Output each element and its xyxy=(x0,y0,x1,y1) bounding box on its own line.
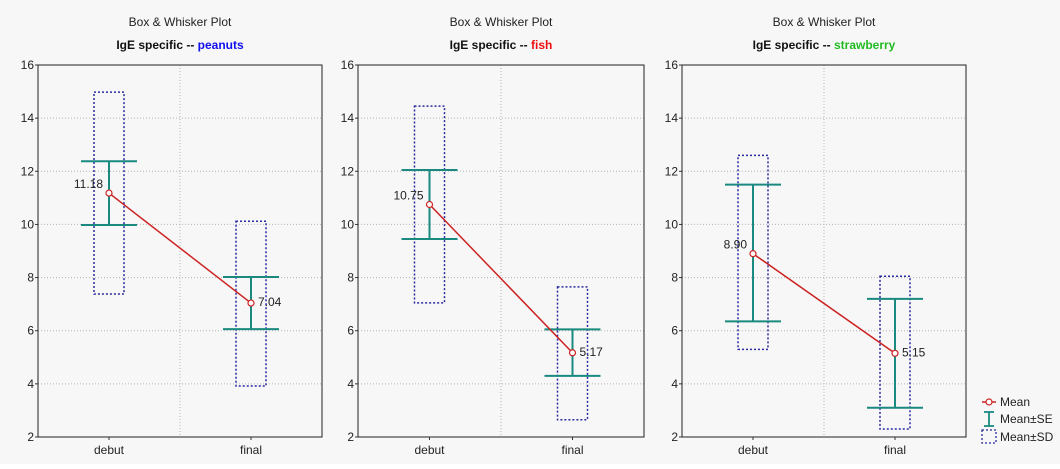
sd-box-final xyxy=(879,275,911,430)
y-tick-label: 10 xyxy=(665,217,679,231)
legend-sd-box xyxy=(981,429,997,444)
mean-label-debut: 8.90 xyxy=(724,238,748,252)
y-tick-label: 2 xyxy=(27,430,34,444)
y-tick-label: 14 xyxy=(21,111,35,125)
chart-title: Box & Whisker Plot xyxy=(450,15,553,29)
legend-mean-label: Mean xyxy=(1000,395,1030,409)
chart-subtitle: IgE specific -- peanuts xyxy=(116,38,244,52)
sd-box-final xyxy=(556,286,589,421)
subtitle-prefix: IgE specific -- xyxy=(116,38,197,52)
x-tick-label: final xyxy=(240,443,262,457)
subtitle-highlight: fish xyxy=(531,38,552,52)
chart-title: Box & Whisker Plot xyxy=(773,15,876,29)
x-tick-label: final xyxy=(884,443,906,457)
plot-frame xyxy=(357,64,645,438)
mean-point-final xyxy=(891,349,899,357)
mean-point-final xyxy=(247,299,255,307)
mean-point-debut xyxy=(105,189,113,197)
mean-line xyxy=(108,192,252,304)
plot-frame xyxy=(37,64,323,438)
y-tick-label: 12 xyxy=(665,164,679,178)
mean-line xyxy=(752,253,896,354)
y-tick-label: 14 xyxy=(341,111,355,125)
subtitle-prefix: IgE specific -- xyxy=(753,38,834,52)
chart-subtitle: IgE specific -- fish xyxy=(450,38,553,52)
y-tick-label: 12 xyxy=(341,164,355,178)
chart-panel-3: Box & Whisker Plot IgE specific -- strawb… xyxy=(665,15,967,457)
y-tick-label: 8 xyxy=(347,271,354,285)
mean-label-debut: 10.75 xyxy=(393,189,423,203)
chart-panel-1: Box & Whisker Plot IgE specific -- peanut… xyxy=(21,15,323,457)
mean-point-final xyxy=(568,349,577,357)
sd-box-final xyxy=(235,220,267,387)
mean-point-debut xyxy=(425,200,434,209)
subtitle-highlight: peanuts xyxy=(198,38,244,52)
x-tick-label: final xyxy=(561,443,583,457)
y-tick-label: 6 xyxy=(347,324,354,338)
mean-label-final: 5.15 xyxy=(902,345,926,359)
y-tick-label: 8 xyxy=(671,271,678,285)
y-tick-label: 4 xyxy=(671,377,678,391)
legend-mean-marker xyxy=(985,398,993,406)
chart-subtitle: IgE specific -- strawberry xyxy=(753,38,896,52)
y-tick-label: 16 xyxy=(21,58,35,72)
y-tick-label: 16 xyxy=(665,58,679,72)
y-tick-label: 10 xyxy=(341,217,355,231)
mean-point-debut xyxy=(749,250,757,258)
subtitle-prefix: IgE specific -- xyxy=(450,38,531,52)
y-tick-label: 4 xyxy=(347,377,354,391)
y-tick-label: 2 xyxy=(671,430,678,444)
x-tick-label: debut xyxy=(94,443,125,457)
legend: Mean Mean±SE Mean±SD xyxy=(981,395,1054,444)
y-tick-label: 10 xyxy=(21,217,35,231)
plot-frame xyxy=(681,64,967,438)
y-tick-label: 8 xyxy=(27,271,34,285)
legend-sd-label: Mean±SD xyxy=(1000,430,1054,444)
mean-label-debut: 11.18 xyxy=(74,177,103,191)
chart-panel-2: Box & Whisker Plot IgE specific -- fish 2 4… xyxy=(341,15,645,457)
chart-title: Box & Whisker Plot xyxy=(129,15,232,29)
subtitle-highlight: strawberry xyxy=(834,38,896,52)
y-tick-label: 14 xyxy=(665,111,679,125)
y-tick-label: 4 xyxy=(27,377,34,391)
y-tick-label: 6 xyxy=(27,324,34,338)
legend-se-label: Mean±SE xyxy=(1000,412,1053,426)
y-tick-label: 16 xyxy=(341,58,355,72)
mean-label-final: 7.04 xyxy=(258,295,282,309)
x-tick-label: debut xyxy=(414,443,445,457)
sd-box-debut xyxy=(413,105,446,304)
mean-line xyxy=(428,203,574,354)
y-tick-label: 6 xyxy=(671,324,678,338)
y-tick-label: 2 xyxy=(347,430,354,444)
y-tick-label: 12 xyxy=(21,164,35,178)
mean-label-final: 5.17 xyxy=(580,345,604,359)
x-tick-label: debut xyxy=(738,443,769,457)
